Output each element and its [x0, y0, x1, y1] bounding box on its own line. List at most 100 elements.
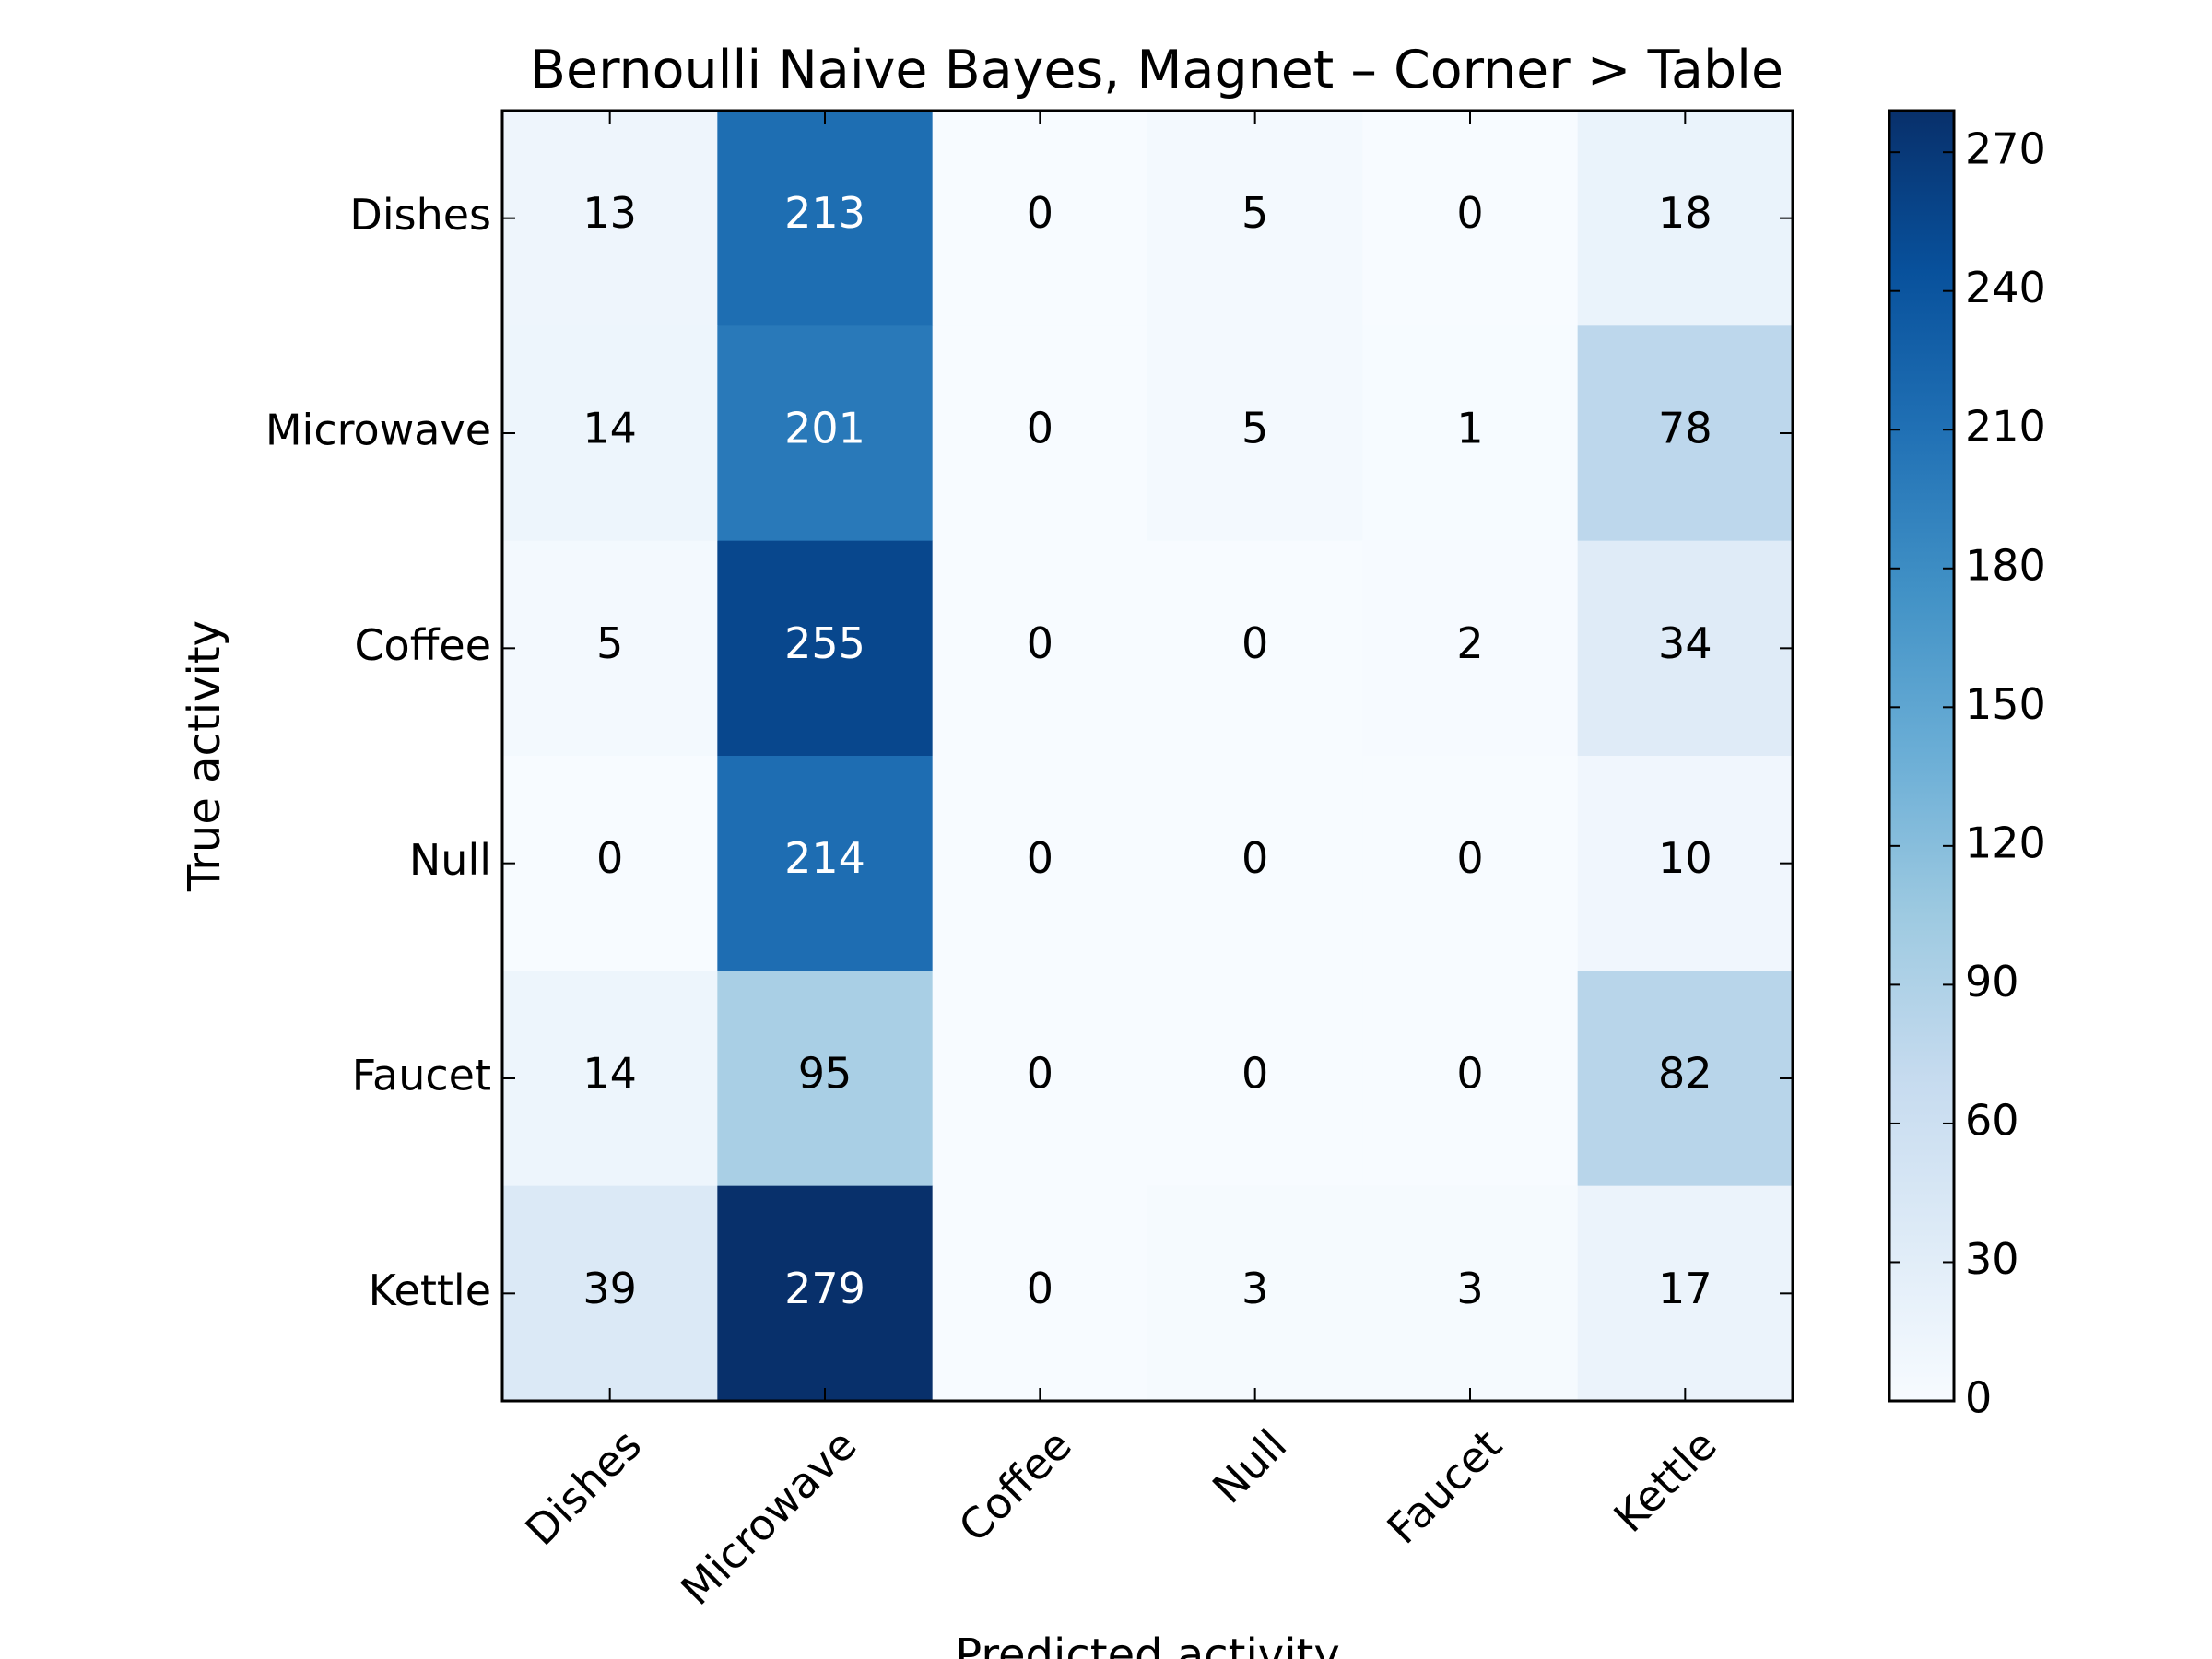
cell-value-4-2: 0	[1027, 1049, 1053, 1099]
cell-value-2-3: 0	[1241, 618, 1268, 668]
colorbar-tick-label-1: 30	[1965, 1234, 2019, 1284]
cell-value-5-4: 3	[1456, 1264, 1483, 1313]
colorbar-tick-label-2: 60	[1965, 1095, 2019, 1145]
x-tick-label-2: Coffee	[949, 1419, 1081, 1551]
cell-value-3-4: 0	[1456, 833, 1483, 883]
heatmap-cell-3-4	[1362, 756, 1579, 971]
cell-value-3-2: 0	[1027, 833, 1053, 883]
colorbar-ticks: 0 30 60 90 120 150 180 210 240 270	[1889, 124, 2046, 1423]
cell-value-3-5: 10	[1658, 833, 1712, 883]
colorbar-tick-label-8: 240	[1965, 263, 2046, 312]
cell-value-5-2: 0	[1027, 1264, 1053, 1313]
y-axis-label: True activity	[179, 620, 230, 892]
heatmap-cell-5-5	[1577, 1185, 1794, 1402]
heatmap-cell-2-3	[1147, 540, 1363, 757]
colorbar-tick-label-3: 90	[1965, 957, 2019, 1006]
cell-value-3-3: 0	[1241, 833, 1268, 883]
cell-value-4-5: 82	[1658, 1049, 1712, 1099]
colorbar-tick-label-5: 150	[1965, 679, 2046, 729]
cell-value-1-0: 14	[582, 404, 637, 453]
cell-value-0-0: 13	[582, 188, 637, 238]
cell-value-2-1: 255	[784, 618, 865, 668]
heatmap-cell-3-1	[717, 756, 934, 971]
heatmap-cell-0-0	[502, 111, 718, 326]
cell-value-0-2: 0	[1027, 188, 1053, 238]
axis-ticks	[502, 111, 1793, 1401]
heatmap-cell-2-4	[1362, 540, 1579, 757]
cell-value-2-2: 0	[1027, 618, 1053, 668]
heatmap-cell-4-5	[1577, 971, 1794, 1187]
cell-value-1-5: 78	[1658, 404, 1712, 453]
cell-value-2-4: 2	[1456, 618, 1483, 668]
cell-value-5-1: 279	[784, 1264, 865, 1313]
cell-value-0-3: 5	[1241, 188, 1268, 238]
cell-value-1-1: 201	[784, 404, 865, 453]
y-tick-label-0: Dishes	[349, 190, 491, 240]
cell-value-1-2: 0	[1027, 404, 1053, 453]
colorbar-gradient	[1889, 111, 1954, 1401]
heatmap-cell-1-4	[1362, 325, 1579, 542]
y-tick-labels: Dishes Microwave Coffee Null Faucet Kettle	[265, 190, 491, 1315]
cell-value-1-4: 1	[1456, 404, 1483, 453]
cell-value-4-1: 95	[798, 1049, 853, 1099]
x-axis-label: Predicted activity	[955, 1630, 1340, 1659]
heatmap-cells	[502, 111, 1794, 1402]
heatmap-cell-4-2	[932, 971, 1148, 1187]
heatmap-cell-4-4	[1362, 971, 1579, 1187]
cell-value-1-3: 5	[1241, 404, 1268, 453]
heatmap-cell-5-4	[1362, 1185, 1579, 1402]
chart-title: Bernoulli Naive Bayes, Magnet – Corner >…	[530, 40, 1783, 100]
colorbar-tick-label-6: 180	[1965, 540, 2046, 590]
cell-value-2-0: 5	[596, 618, 623, 668]
heatmap-cell-1-1	[717, 325, 934, 542]
x-tick-label-0: Dishes	[515, 1419, 651, 1555]
heatmap-cell-5-2	[932, 1185, 1148, 1402]
cell-value-5-5: 17	[1658, 1264, 1712, 1313]
cell-value-labels: 13 213 0 5 0 18 14 201 0 5 1 78 5 255 0 0 2 34 0 214 0 0 0 10 14…	[582, 188, 1712, 1313]
y-tick-label-4: Faucet	[352, 1051, 491, 1100]
y-tick-label-2: Coffee	[354, 620, 491, 670]
colorbar-frame	[1888, 109, 1956, 1403]
cell-value-3-1: 214	[784, 833, 865, 883]
heatmap-cell-0-1	[717, 111, 934, 326]
x-tick-label-5: Kettle	[1604, 1419, 1725, 1541]
cell-value-4-0: 14	[582, 1049, 637, 1099]
heatmap-cell-5-3	[1147, 1185, 1363, 1402]
cell-value-4-3: 0	[1241, 1049, 1268, 1099]
cell-value-4-4: 0	[1456, 1049, 1483, 1099]
cell-value-0-5: 18	[1658, 188, 1712, 238]
x-tick-labels: Dishes Microwave Coffee Null Faucet Kettle	[515, 1419, 1725, 1615]
heatmap-cell-0-3	[1147, 111, 1363, 326]
heatmap-cell-1-2	[932, 325, 1148, 542]
colorbar-tick-label-9: 270	[1965, 124, 2046, 174]
heatmap-cell-4-1	[717, 971, 934, 1187]
x-tick-label-3: Null	[1203, 1419, 1296, 1512]
heatmap-cell-0-2	[932, 111, 1148, 326]
heatmap-cell-3-0	[502, 756, 718, 971]
heatmap-cell-5-0	[502, 1185, 718, 1402]
cell-value-2-5: 34	[1658, 618, 1712, 668]
heatmap-cell-0-4	[1362, 111, 1579, 326]
colorbar-tick-label-4: 120	[1965, 818, 2046, 867]
heatmap-cell-1-0	[502, 325, 718, 542]
heatmap-cell-3-2	[932, 756, 1148, 971]
heatmap-cell-0-5	[1577, 111, 1794, 326]
heatmap-cell-4-3	[1147, 971, 1363, 1187]
y-tick-label-3: Null	[409, 835, 491, 885]
cell-value-5-0: 39	[582, 1264, 637, 1313]
heatmap-cell-3-3	[1147, 756, 1363, 971]
colorbar-tick-label-0: 0	[1965, 1373, 1992, 1423]
heatmap-cell-1-3	[1147, 325, 1363, 542]
y-tick-label-1: Microwave	[265, 406, 491, 455]
heatmap-cell-5-1	[717, 1185, 934, 1402]
cell-value-3-0: 0	[596, 833, 623, 883]
heatmap-cell-2-0	[502, 540, 718, 757]
heatmap-cell-2-5	[1577, 540, 1794, 757]
colorbar-tick-label-7: 210	[1965, 402, 2046, 452]
heatmap-cell-2-2	[932, 540, 1148, 757]
heatmap-cell-1-5	[1577, 325, 1794, 542]
cell-value-0-1: 213	[784, 188, 865, 238]
y-tick-label-5: Kettle	[369, 1265, 491, 1315]
plot-frame	[500, 109, 1794, 1403]
